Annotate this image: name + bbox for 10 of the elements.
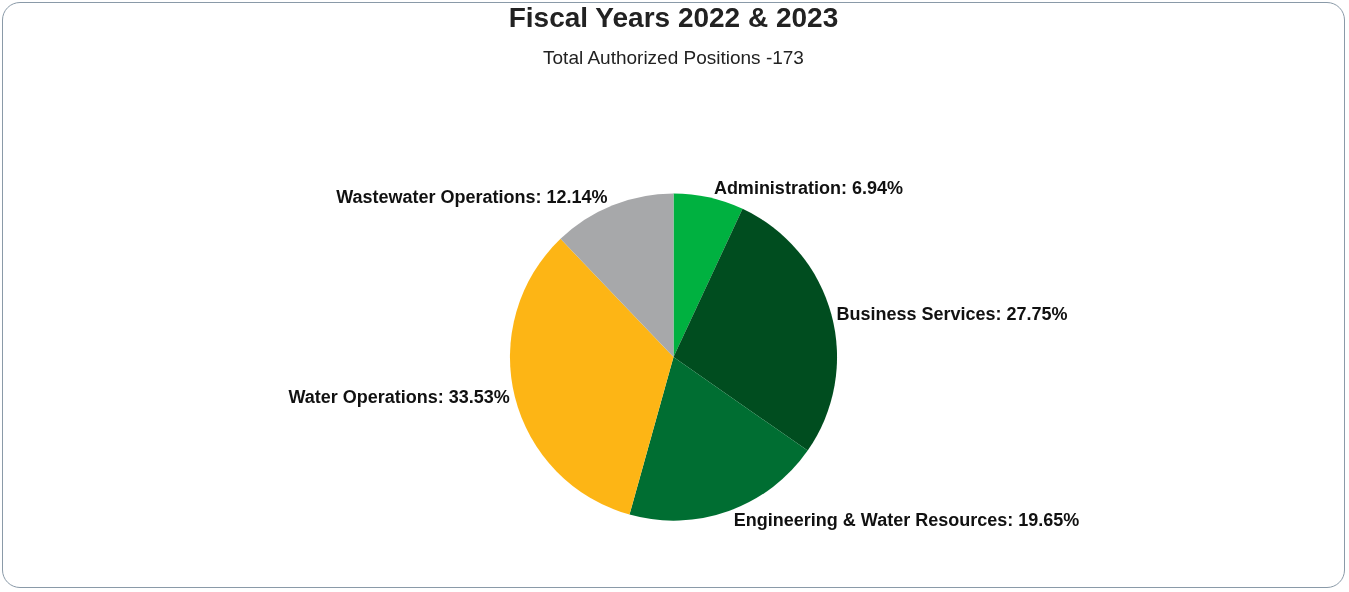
- slice-label: Engineering & Water Resources: 19.65%: [733, 509, 1080, 530]
- slice-label: Business Services: 27.75%: [836, 303, 1068, 324]
- pie-slice: [673, 193, 743, 358]
- slice-label: Wastewater Operations: 12.14%: [336, 186, 608, 207]
- slice-label: Administration: 6.94%: [713, 177, 903, 198]
- pie-slice: [510, 238, 674, 515]
- pie-slice: [673, 208, 838, 451]
- chart-title: Fiscal Years 2022 & 2023: [508, 2, 839, 34]
- slice-label: Water Operations: 33.53%: [288, 387, 510, 408]
- chart-subtitle: Total Authorized Positions -173: [543, 46, 804, 68]
